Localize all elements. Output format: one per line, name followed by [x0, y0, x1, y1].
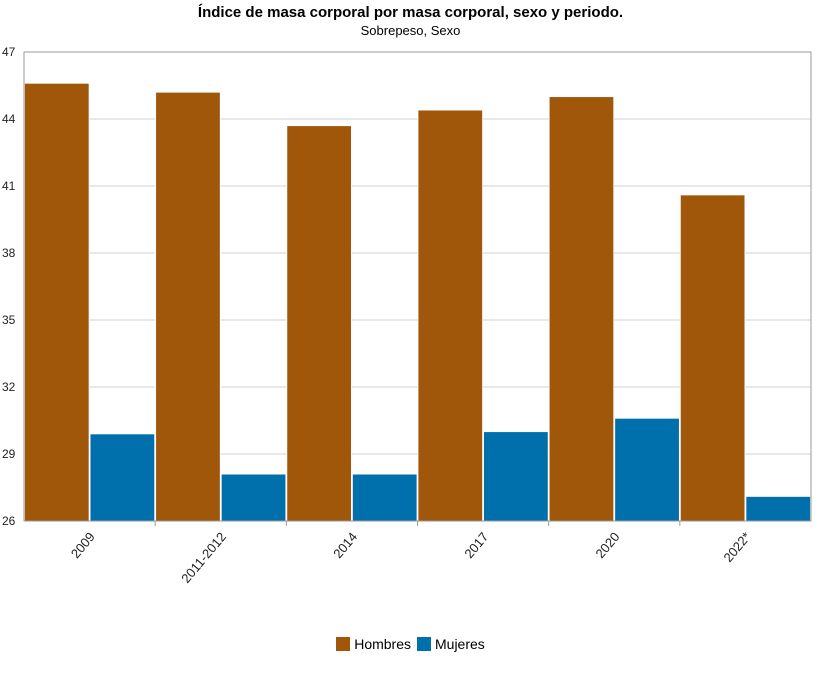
- x-tick-label-2009: 2009: [68, 529, 98, 561]
- bar-hombres-2020[interactable]: [548, 96, 615, 522]
- bar-hombres-2011-2012[interactable]: [155, 91, 221, 522]
- y-tick-label-32: 32: [2, 380, 16, 394]
- bar-hombres-2017[interactable]: [417, 109, 483, 522]
- y-tick-label-47: 47: [2, 45, 16, 59]
- bar-mujeres-2014[interactable]: [352, 473, 418, 522]
- bar-mujeres-2020[interactable]: [614, 417, 680, 522]
- gridlines: [24, 118, 811, 455]
- legend-label-mujeres: Mujeres: [435, 636, 485, 652]
- chart-subtitle: Sobrepeso, Sexo: [360, 23, 461, 38]
- x-tick-label-2014: 2014: [330, 529, 360, 561]
- bar-mujeres-2009[interactable]: [89, 433, 156, 522]
- legend: Hombres Mujeres: [0, 636, 821, 652]
- y-tick-label-35: 35: [2, 313, 16, 327]
- bar-hombres-2014[interactable]: [286, 125, 352, 522]
- legend-item-hombres[interactable]: Hombres: [336, 636, 411, 652]
- x-tick-label-2020: 2020: [592, 529, 622, 561]
- bar-mujeres-2017[interactable]: [483, 431, 549, 522]
- x-axis-ticks: 2009 2011-2012 2014 2017 2020 2022*: [68, 521, 754, 586]
- chart-title: Índice de masa corporal por masa corpora…: [197, 4, 624, 21]
- x-tick-label-2022: 2022*: [720, 529, 753, 565]
- y-tick-label-26: 26: [2, 514, 16, 528]
- y-tick-label-38: 38: [2, 246, 16, 260]
- legend-swatch-hombres: [336, 637, 351, 651]
- bar-hombres-2009[interactable]: [24, 82, 90, 522]
- x-tick-label-2017: 2017: [461, 529, 491, 561]
- y-tick-label-44: 44: [2, 112, 16, 126]
- bar-hombres-2022[interactable]: [679, 194, 746, 522]
- x-tick-label-2011-2012: 2011-2012: [178, 529, 229, 586]
- legend-item-mujeres[interactable]: Mujeres: [417, 636, 485, 652]
- y-axis-ticks: 26 29 32 35 38 41 44 47: [2, 45, 16, 528]
- bar-mujeres-2022[interactable]: [745, 496, 811, 522]
- bars: [24, 82, 811, 522]
- legend-swatch-mujeres: [417, 637, 431, 651]
- y-tick-label-29: 29: [2, 447, 16, 461]
- bar-mujeres-2011-2012[interactable]: [220, 473, 287, 522]
- y-tick-label-41: 41: [2, 179, 16, 193]
- legend-label-hombres: Hombres: [354, 636, 411, 652]
